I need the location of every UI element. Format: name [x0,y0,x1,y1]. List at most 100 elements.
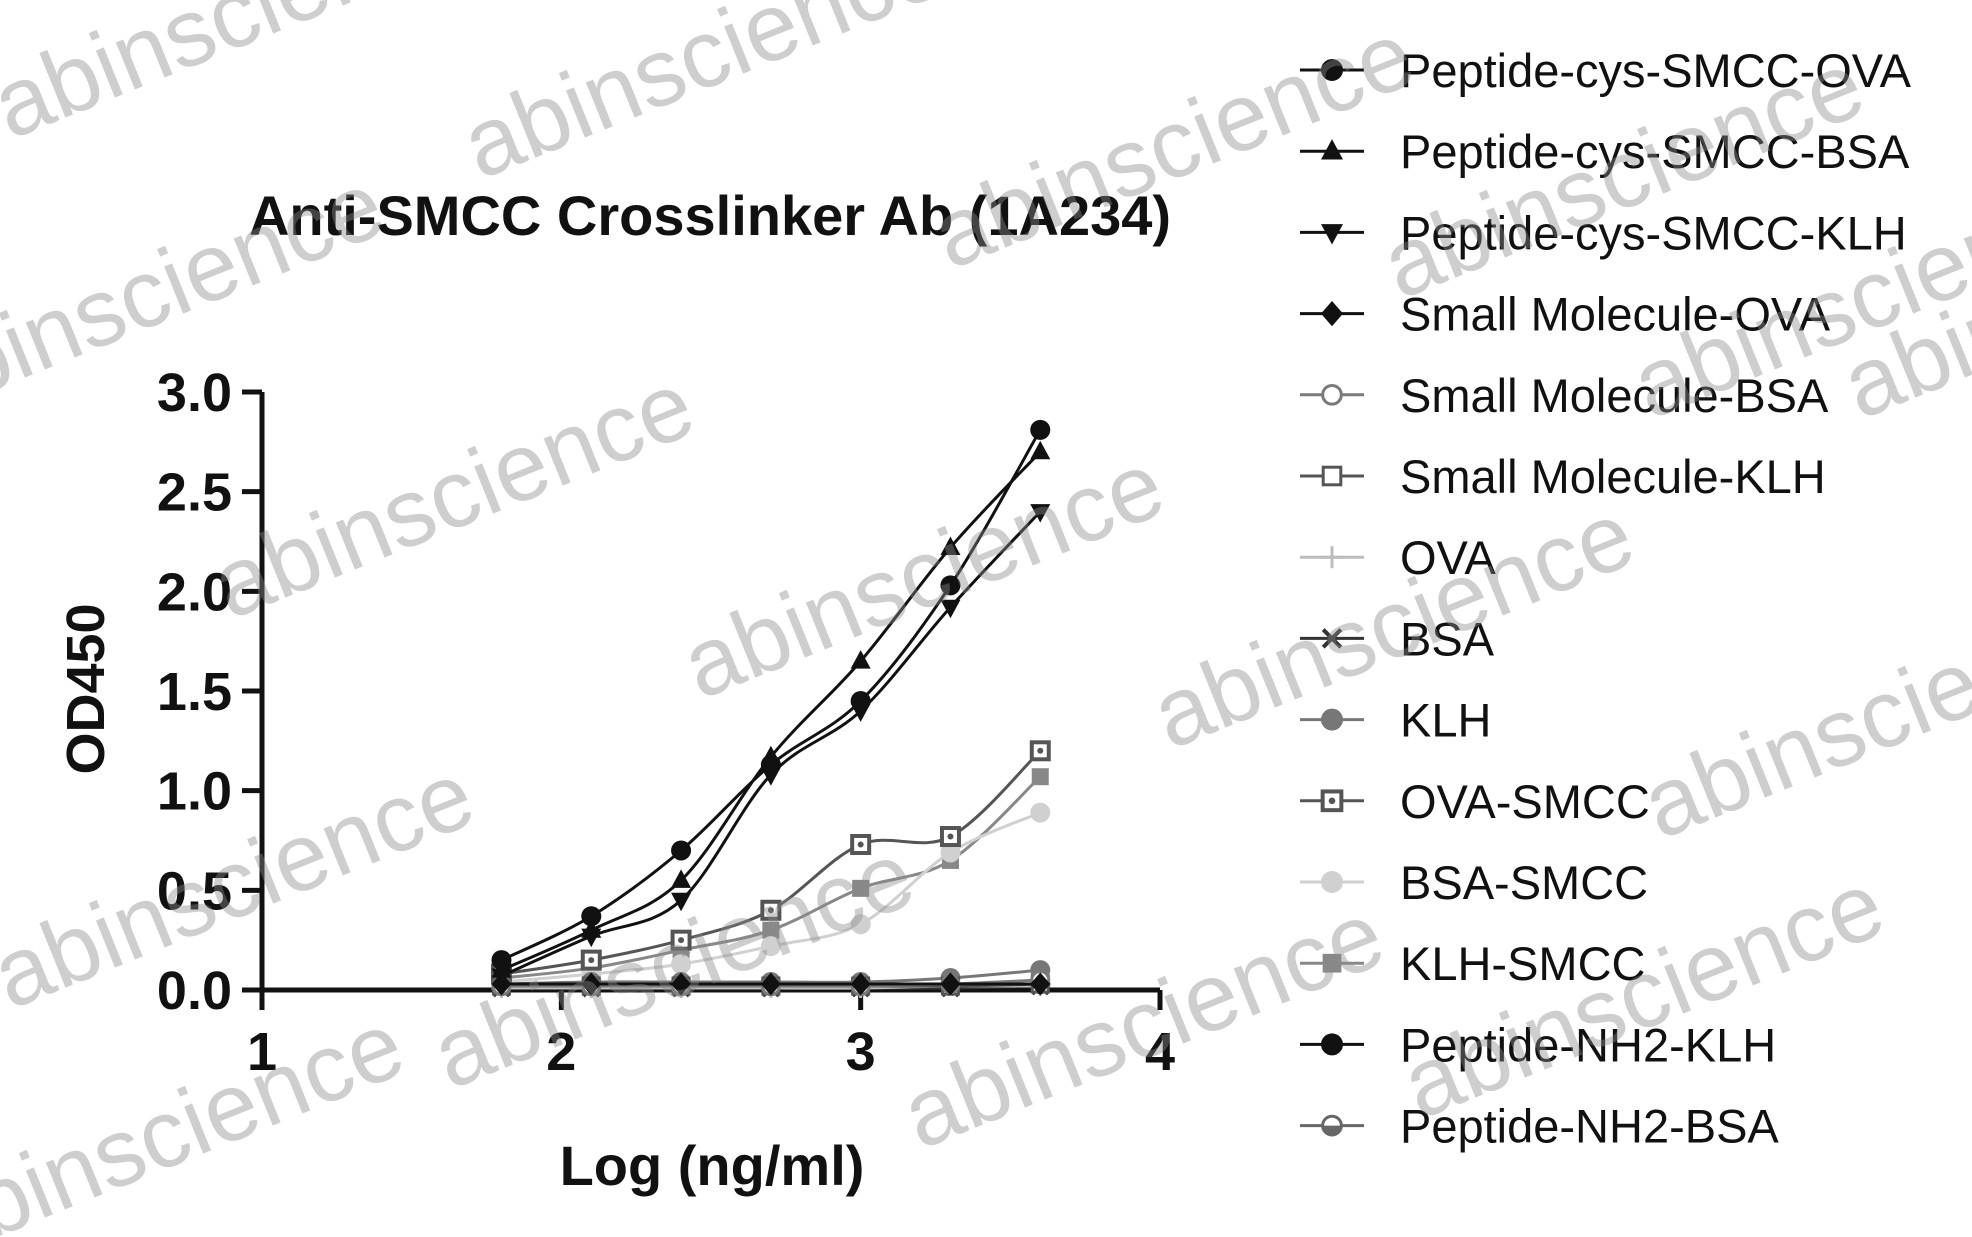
legend-label: OVA [1400,531,1496,584]
data-point [850,650,871,669]
data-point [760,899,782,921]
legend-label: Peptide-cys-SMCC-BSA [1400,125,1910,178]
y-tick-label: 3.0 [157,363,232,423]
legend-label: Peptide-cys-SMCC-OVA [1400,44,1912,97]
legend-label: KLH-SMCC [1400,937,1645,990]
x-axis-label: Log (ng/ml) [560,1134,865,1197]
legend-item: Peptide-cys-SMCC-BSA [1300,125,1910,178]
data-point [671,869,692,888]
legend-label: Small Molecule-OVA [1400,288,1831,341]
data-point [940,842,961,863]
x-tick-label: 2 [546,1022,576,1082]
legend-marker [1321,708,1343,731]
legend-item: KLH [1300,694,1491,747]
legend-item: Peptide-NH2-KLH [1300,1018,1776,1071]
plot-area: Anti-SMCC Crosslinker Ab (1A234) OD450 L… [56,184,1175,1197]
legend-label: KLH [1400,694,1491,747]
legend-item: KLH-SMCC [1300,937,1645,990]
y-tick-label: 2.5 [157,463,232,523]
data-point [1030,972,1051,996]
data-point [939,826,961,848]
watermark-text: abinscience [668,430,1178,719]
data-point [850,914,871,935]
legend-label: Small Molecule-BSA [1400,369,1829,422]
data-point [940,599,961,619]
data-point [760,754,781,775]
legend-marker [1321,59,1343,81]
watermark-text: abinscience [198,350,708,639]
legend: Peptide-cys-SMCC-OVA Peptide-cys-SMCC-BSA… [1300,44,1912,1153]
data-point [940,972,961,996]
y-tick-label: 2.0 [157,562,232,622]
legend-marker [1320,789,1344,813]
data-point [1030,419,1051,440]
x-tick-label: 1 [247,1022,277,1082]
data-point [760,936,781,957]
data-point [1030,504,1051,523]
watermark-text: abinscience [918,0,1428,289]
legend-item: OVA [1300,531,1496,584]
y-axis-label: OD450 [56,603,116,774]
data-point [671,972,692,996]
legend-item: Peptide-NH2-BSA [1300,1100,1779,1153]
data-point [760,972,781,996]
data-point [671,840,692,861]
data-point [581,906,602,927]
data-point [762,921,780,939]
series-small-molecule-ova [491,972,1051,996]
y-tick-label: 1.5 [157,662,232,722]
legend-marker [1321,871,1343,893]
series-layer [490,419,1051,999]
data-point [852,879,870,897]
legend-marker [1321,224,1343,245]
legend-marker [1321,1114,1343,1137]
data-point [671,954,692,975]
data-point [1030,440,1051,460]
series-ova-smcc [490,740,1051,985]
legend-item: Peptide-cys-SMCC-OVA [1300,44,1912,97]
legend-item: Peptide-cys-SMCC-KLH [1300,206,1907,259]
watermark-text: abinscience [1138,480,1648,769]
legend-label: Peptide-NH2-KLH [1400,1018,1776,1071]
legend-item: BSA-SMCC [1300,856,1648,909]
legend-item: Small Molecule-OVA [1300,288,1831,341]
data-point [940,575,961,596]
legend-item: OVA-SMCC [1300,775,1650,828]
data-point [850,690,871,711]
watermark-text: abinscience [0,0,488,159]
legend-item: Small Molecule-KLH [1300,450,1826,503]
legend-label: BSA [1400,612,1495,665]
watermark-text: abinscience [0,990,418,1237]
data-point [850,972,871,996]
y-tick-label: 0.0 [157,961,232,1021]
data-point [581,972,602,996]
x-tick-label: 4 [1145,1022,1175,1082]
y-tick-label: 1.0 [157,762,232,822]
legend-label: Small Molecule-KLH [1400,450,1826,503]
data-point [1031,768,1049,786]
watermark-text: abinscience [448,0,958,199]
y-tick-label: 0.5 [157,861,232,921]
legend-marker [1321,465,1343,487]
data-point [940,536,961,555]
series-peptide-cys-smcc-ova [491,419,1051,971]
legend-item: BSA [1300,612,1495,665]
legend-marker [1322,953,1342,973]
legend-marker [1321,383,1343,406]
legend-label: BSA-SMCC [1400,856,1648,909]
data-point [1030,802,1051,823]
data-point [670,929,692,951]
legend-marker [1321,139,1343,160]
watermark-text: abinscience [1628,570,1972,859]
chart-title: Anti-SMCC Crosslinker Ab (1A234) [249,184,1171,247]
legend-label: Peptide-NH2-BSA [1400,1100,1779,1153]
watermark-text: abinscience [0,740,488,1029]
data-point [491,950,512,971]
legend-marker [1321,1033,1343,1056]
x-tick-label: 3 [846,1022,876,1082]
legend-marker [1321,300,1343,327]
legend-marker [1321,628,1343,649]
legend-marker [1321,546,1343,569]
legend-label: Peptide-cys-SMCC-KLH [1400,206,1907,259]
